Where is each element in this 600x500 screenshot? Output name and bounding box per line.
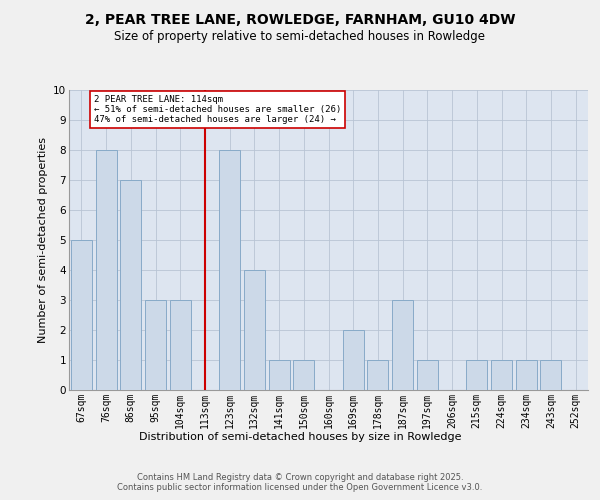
Bar <box>541 360 562 390</box>
Bar <box>392 300 413 390</box>
Y-axis label: Number of semi-detached properties: Number of semi-detached properties <box>38 137 47 343</box>
Bar <box>293 360 314 390</box>
Bar <box>145 300 166 390</box>
Bar <box>269 360 290 390</box>
Bar <box>417 360 438 390</box>
Bar <box>367 360 388 390</box>
Bar <box>95 150 116 390</box>
Bar <box>170 300 191 390</box>
Bar <box>343 330 364 390</box>
Text: 2, PEAR TREE LANE, ROWLEDGE, FARNHAM, GU10 4DW: 2, PEAR TREE LANE, ROWLEDGE, FARNHAM, GU… <box>85 12 515 26</box>
Bar <box>244 270 265 390</box>
Bar <box>120 180 141 390</box>
Text: Size of property relative to semi-detached houses in Rowledge: Size of property relative to semi-detach… <box>115 30 485 43</box>
Bar <box>516 360 537 390</box>
Bar <box>466 360 487 390</box>
Bar <box>491 360 512 390</box>
Text: Distribution of semi-detached houses by size in Rowledge: Distribution of semi-detached houses by … <box>139 432 461 442</box>
Text: 2 PEAR TREE LANE: 114sqm
← 51% of semi-detached houses are smaller (26)
47% of s: 2 PEAR TREE LANE: 114sqm ← 51% of semi-d… <box>94 94 341 124</box>
Bar <box>71 240 92 390</box>
Text: Contains HM Land Registry data © Crown copyright and database right 2025.
Contai: Contains HM Land Registry data © Crown c… <box>118 472 482 492</box>
Bar <box>219 150 240 390</box>
